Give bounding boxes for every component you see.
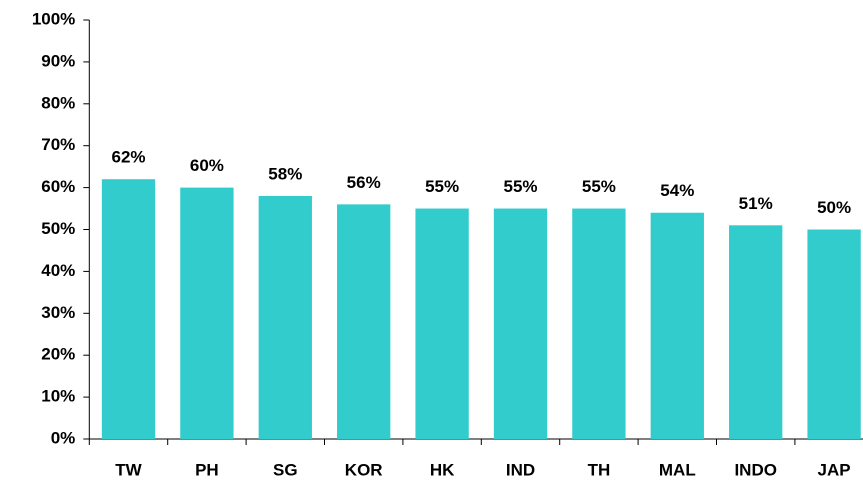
- y-tick-label: 40%: [41, 261, 75, 280]
- value-label: 58%: [268, 164, 302, 183]
- x-tick-label: SG: [273, 460, 298, 479]
- value-label: 54%: [660, 181, 694, 200]
- value-label: 55%: [503, 177, 537, 196]
- y-tick-label: 20%: [41, 345, 75, 364]
- bar: [807, 229, 861, 439]
- y-tick-label: 50%: [41, 219, 75, 238]
- value-label: 55%: [582, 177, 616, 196]
- x-tick-label: TW: [115, 460, 142, 479]
- bar: [650, 212, 704, 439]
- y-tick-label: 60%: [41, 177, 75, 196]
- y-tick-label: 90%: [41, 51, 75, 70]
- value-label: 56%: [347, 173, 381, 192]
- y-tick-label: 70%: [41, 135, 75, 154]
- bar: [180, 187, 234, 439]
- value-label: 60%: [190, 156, 224, 175]
- value-label: 51%: [739, 194, 773, 213]
- y-tick-label: 0%: [51, 428, 76, 447]
- y-tick-label: 80%: [41, 93, 75, 112]
- bar: [337, 204, 391, 439]
- y-tick-label: 30%: [41, 303, 75, 322]
- x-tick-label: IND: [506, 460, 535, 479]
- bar: [101, 179, 156, 439]
- x-tick-label: INDO: [734, 460, 777, 479]
- bar: [415, 208, 469, 439]
- x-tick-label: JAP: [818, 460, 851, 479]
- bar: [729, 225, 783, 439]
- x-tick-label: TH: [588, 460, 611, 479]
- bar: [572, 208, 626, 439]
- bar: [258, 195, 312, 439]
- y-tick-label: 100%: [32, 9, 75, 28]
- value-label: 62%: [111, 148, 145, 167]
- value-label: 50%: [817, 198, 851, 217]
- x-tick-label: MAL: [659, 460, 696, 479]
- y-tick-label: 10%: [41, 387, 75, 406]
- x-tick-label: HK: [430, 460, 455, 479]
- bar: [493, 208, 548, 439]
- value-label: 55%: [425, 177, 459, 196]
- x-tick-label: PH: [195, 460, 219, 479]
- x-tick-label: KOR: [345, 460, 383, 479]
